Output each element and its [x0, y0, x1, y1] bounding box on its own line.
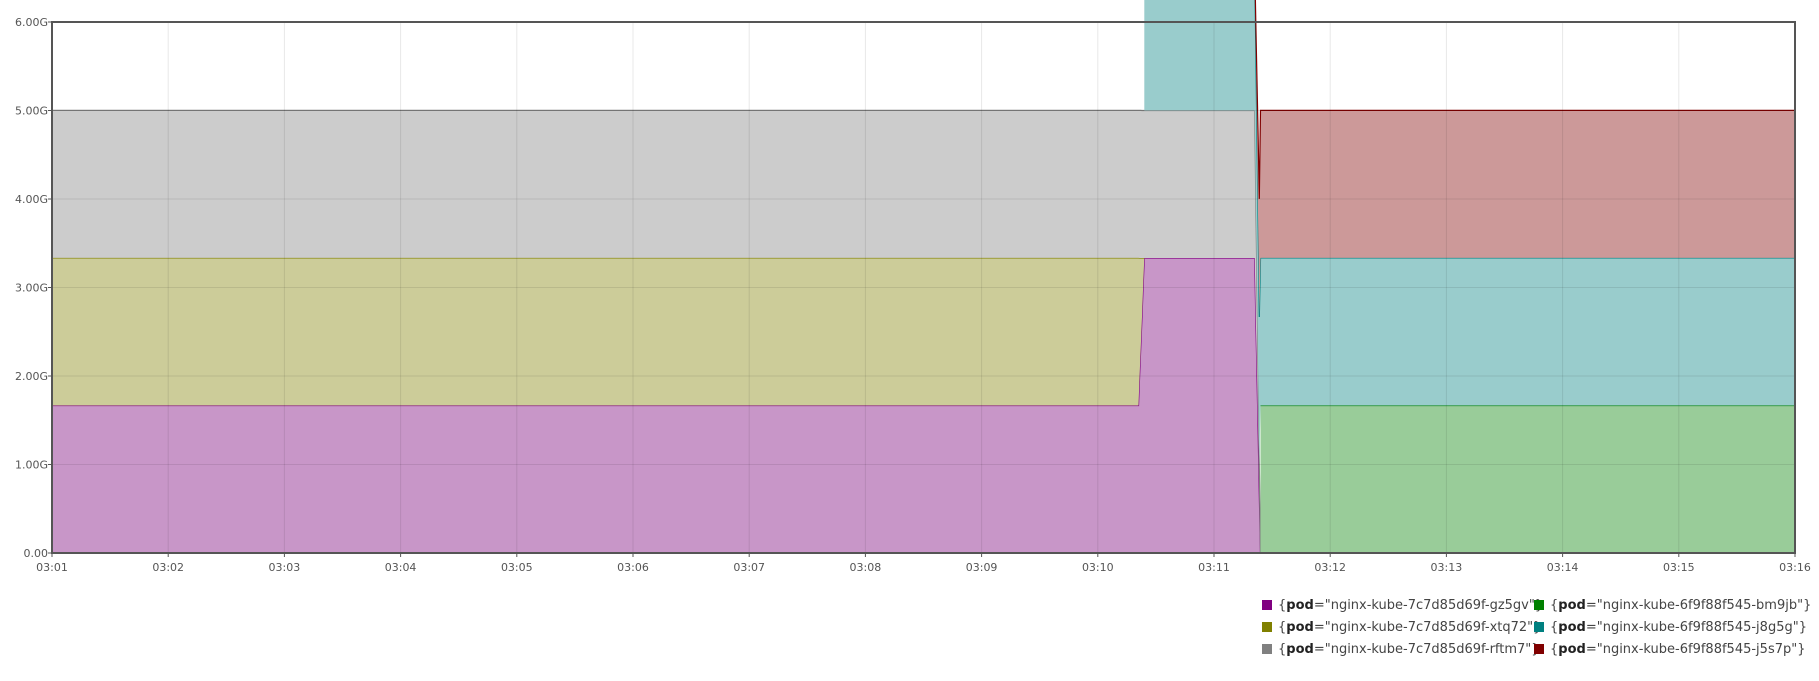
- legend: {pod="nginx-kube-7c7d85d69f-gz5gv"} {pod…: [1262, 596, 1811, 658]
- area-series-fill[interactable]: [1144, 0, 1795, 465]
- legend-label-value: nginx-kube-6f9f88f545-j8g5g: [1602, 619, 1793, 635]
- area-series-line: [1254, 0, 1795, 199]
- x-axis-ticks: 03:01 03:02 03:03 03:04 03:05 03:06 03:07 03:08…: [36, 553, 1811, 574]
- y-tick-label: 2.00G: [15, 370, 48, 383]
- legend-swatch-icon: [1262, 600, 1272, 610]
- y-tick-label: 5.00G: [15, 105, 48, 118]
- x-tick-label: 03:07: [733, 561, 765, 574]
- area-series-fill[interactable]: [52, 110, 1261, 554]
- legend-label-value: nginx-kube-6f9f88f545-bm9jb: [1602, 597, 1798, 613]
- legend-label: {pod="nginx-kube-7c7d85d69f-gz5gv"}: [1278, 597, 1543, 613]
- x-tick-label: 03:12: [1314, 561, 1346, 574]
- legend-label: {pod="nginx-kube-6f9f88f545-j5s7p"}: [1550, 641, 1806, 657]
- legend-swatch-icon: [1262, 644, 1272, 654]
- plot-frame: [51, 21, 1796, 554]
- legend-label: {pod="nginx-kube-7c7d85d69f-xtq72"}: [1278, 619, 1541, 635]
- legend-item[interactable]: {pod="nginx-kube-7c7d85d69f-rftm7"}: [1262, 640, 1540, 658]
- x-tick-label: 03:06: [617, 561, 649, 574]
- x-tick-label: 03:09: [966, 561, 998, 574]
- legend-item[interactable]: {pod="nginx-kube-6f9f88f545-j8g5g"}: [1534, 618, 1807, 636]
- x-tick-label: 03:05: [501, 561, 533, 574]
- legend-label: {pod="nginx-kube-6f9f88f545-j8g5g"}: [1550, 619, 1807, 635]
- legend-swatch-icon: [1534, 644, 1544, 654]
- y-tick-label: 3.00G: [15, 282, 48, 295]
- legend-label: {pod="nginx-kube-7c7d85d69f-rftm7"}: [1278, 641, 1540, 657]
- y-tick-label: 0.00: [24, 547, 49, 560]
- area-series: [52, 0, 1796, 554]
- x-tick-label: 03:15: [1663, 561, 1695, 574]
- y-tick-label: 4.00G: [15, 193, 48, 206]
- legend-label-value: nginx-kube-7c7d85d69f-xtq72: [1330, 619, 1528, 635]
- legend-item[interactable]: {pod="nginx-kube-6f9f88f545-j5s7p"}: [1534, 640, 1806, 658]
- legend-item[interactable]: {pod="nginx-kube-6f9f88f545-bm9jb"}: [1534, 596, 1811, 614]
- stacked-area-chart: 03:01 03:02 03:03 03:04 03:05 03:06 03:07 03:08…: [15, 0, 1811, 574]
- legend-item[interactable]: {pod="nginx-kube-7c7d85d69f-xtq72"}: [1262, 618, 1541, 636]
- x-tick-label: 03:01: [36, 561, 68, 574]
- x-tick-label: 03:03: [269, 561, 301, 574]
- x-tick-label: 03:11: [1198, 561, 1230, 574]
- legend-label-key: pod: [1558, 619, 1586, 635]
- area-series-fill[interactable]: [1255, 0, 1795, 317]
- legend-label-key: pod: [1286, 619, 1314, 635]
- legend-label-value: nginx-kube-6f9f88f545-j5s7p: [1602, 641, 1792, 657]
- legend-label-key: pod: [1286, 641, 1314, 657]
- legend-swatch-icon: [1534, 622, 1544, 632]
- x-tick-label: 03:10: [1082, 561, 1114, 574]
- legend-label-key: pod: [1558, 641, 1586, 657]
- legend-label-value: nginx-kube-7c7d85d69f-gz5gv: [1330, 597, 1529, 613]
- axes: [51, 21, 1796, 554]
- x-tick-label: 03:08: [850, 561, 882, 574]
- legend-item[interactable]: {pod="nginx-kube-7c7d85d69f-gz5gv"}: [1262, 596, 1543, 614]
- area-series-fill[interactable]: [1260, 405, 1796, 554]
- legend-label-key: pod: [1558, 597, 1586, 613]
- x-tick-label: 03:13: [1431, 561, 1463, 574]
- legend-swatch-icon: [1534, 600, 1544, 610]
- y-tick-label: 1.00G: [15, 459, 48, 472]
- y-axis-ticks: 0.00 1.00G 2.00G 3.00G 4.00G 5.00G 6.00G: [15, 16, 52, 560]
- y-tick-label: 6.00G: [15, 16, 48, 29]
- legend-label-value: nginx-kube-7c7d85d69f-rftm7: [1330, 641, 1526, 657]
- x-tick-label: 03:16: [1779, 561, 1811, 574]
- legend-label: {pod="nginx-kube-6f9f88f545-bm9jb"}: [1550, 597, 1812, 613]
- x-tick-label: 03:14: [1547, 561, 1579, 574]
- area-series-line: [52, 109, 1262, 554]
- x-tick-label: 03:02: [152, 561, 184, 574]
- legend-label-key: pod: [1286, 597, 1314, 613]
- legend-swatch-icon: [1262, 622, 1272, 632]
- x-tick-label: 03:04: [385, 561, 417, 574]
- area-series-fill[interactable]: [52, 257, 1145, 406]
